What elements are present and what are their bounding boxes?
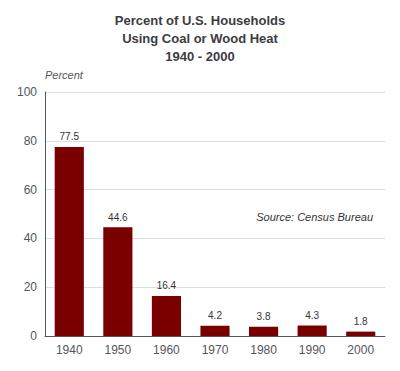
svg-text:16.4: 16.4 — [157, 280, 177, 291]
svg-text:4.2: 4.2 — [208, 310, 222, 321]
svg-text:40: 40 — [24, 231, 38, 245]
svg-text:3.8: 3.8 — [257, 311, 271, 322]
svg-text:1970: 1970 — [202, 343, 229, 357]
svg-text:100: 100 — [17, 85, 37, 99]
svg-text:20: 20 — [24, 280, 38, 294]
svg-text:44.6: 44.6 — [108, 212, 128, 223]
svg-text:Source: Census Bureau: Source: Census Bureau — [256, 211, 373, 223]
svg-text:1950: 1950 — [105, 343, 132, 357]
svg-text:1990: 1990 — [299, 343, 326, 357]
svg-text:0: 0 — [30, 329, 37, 343]
svg-text:1960: 1960 — [153, 343, 180, 357]
svg-text:1940: 1940 — [56, 343, 83, 357]
svg-text:1.8: 1.8 — [354, 316, 368, 327]
svg-text:1980: 1980 — [250, 343, 277, 357]
svg-text:Percent: Percent — [45, 69, 84, 81]
svg-text:1940 - 2000: 1940 - 2000 — [165, 49, 234, 64]
svg-text:Using Coal or Wood Heat: Using Coal or Wood Heat — [122, 31, 278, 46]
svg-text:80: 80 — [24, 134, 38, 148]
svg-text:60: 60 — [24, 183, 38, 197]
svg-text:77.5: 77.5 — [60, 131, 80, 142]
svg-text:4.3: 4.3 — [305, 310, 319, 321]
svg-text:2000: 2000 — [347, 343, 374, 357]
svg-text:Percent of U.S. Households: Percent of U.S. Households — [115, 13, 285, 28]
